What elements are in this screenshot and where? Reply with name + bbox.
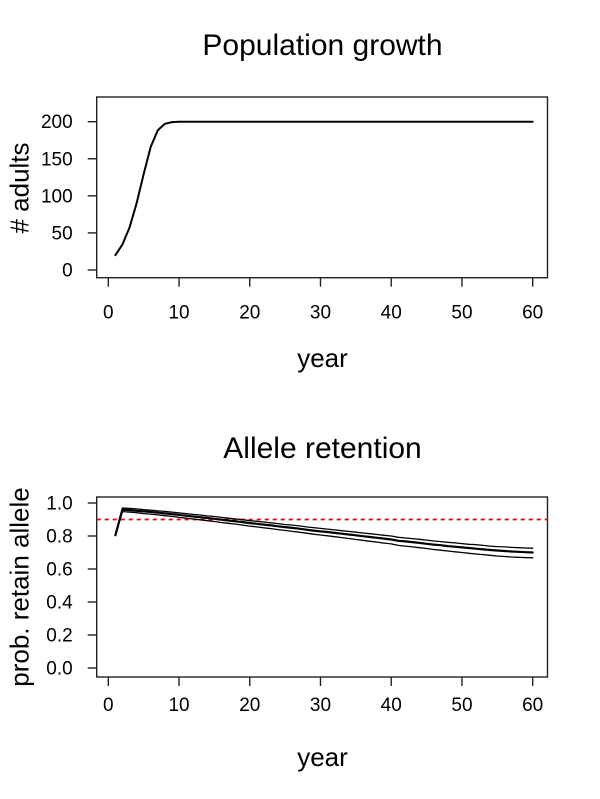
y-tick-label: 0.8 [46,527,72,548]
chart-title-allele-retention: Allele retention [223,432,422,465]
y-tick-label: 100 [41,186,73,207]
x-tick-label: 20 [239,695,260,716]
x-tick-label: 10 [168,695,189,716]
allele-retention-plot-area: 0 10 20 30 40 50 60 0.0 0.2 0.4 0.6 0.8 1.0 [46,494,549,716]
plot-box [95,96,549,279]
x-tick-label: 30 [310,303,331,324]
y-tick-label: 0 [62,261,73,282]
x-tick-label: 50 [451,303,472,324]
x-tick-label: 60 [522,695,543,716]
x-tick-label: 50 [451,695,472,716]
series-line-upper-bound [114,507,534,549]
x-tick-label: 0 [103,695,114,716]
x-tick-label: 10 [168,303,189,324]
x-tick-label: 40 [381,303,402,324]
x-tick-label: 20 [239,303,260,324]
x-axis-label-year-bottom: year [297,742,348,772]
y-tick-label: 0.0 [46,659,72,680]
plot-box [95,496,549,678]
y-tick-label: 1.0 [46,494,72,515]
x-tick-label: 0 [103,303,114,324]
series-line-adults [114,120,534,257]
y-tick-label: 50 [52,223,73,244]
y-tick-label: 200 [41,112,73,133]
population-growth-plot-area: 0 10 20 30 40 50 60 0 50 100 150 200 [41,96,549,324]
x-tick-label: 60 [522,303,543,324]
y-tick-label: 150 [41,149,73,170]
chart-title-population-growth: Population growth [202,29,443,62]
x-axis-label-year-top: year [297,343,348,373]
x-tick-label: 40 [381,695,402,716]
y-tick-label: 0.6 [46,560,72,581]
series-line-lower-bound [114,510,534,559]
y-tick-label: 0.4 [46,593,73,614]
y-tick-label: 0.2 [46,626,72,647]
x-tick-label: 30 [310,695,331,716]
series-line-mean [114,508,534,554]
